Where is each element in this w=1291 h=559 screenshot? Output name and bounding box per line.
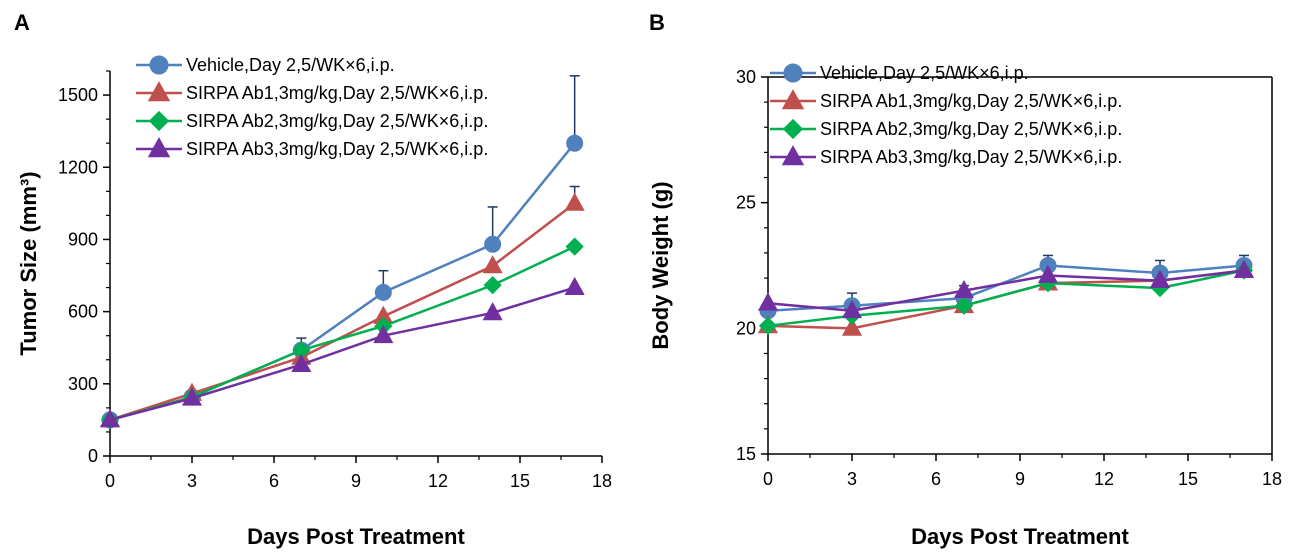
y-tick-label: 25 (736, 193, 756, 213)
data-point (373, 324, 394, 344)
x-tick-label: 15 (1178, 469, 1198, 489)
x-tick-label: 18 (592, 471, 612, 491)
data-point (482, 302, 503, 321)
data-point (1149, 269, 1171, 288)
x-axis-title: Days Post Treatment (911, 524, 1129, 549)
body-weight-chart: B Body Weight (g) Days Post Treatment 0 3… (648, 10, 1282, 549)
chart-panel-b: B Body Weight (g) Days Post Treatment 0 3… (640, 0, 1291, 559)
y-tick-label: 0 (88, 446, 98, 466)
legend-item: SIRPA Ab1,3mg/kg,Day 2,5/WK×6,i.p. (136, 81, 488, 103)
data-point (564, 192, 585, 211)
legend-marker (783, 63, 803, 83)
data-point (841, 300, 863, 319)
legend-marker (781, 89, 805, 110)
legend-marker (147, 137, 171, 158)
data-point (291, 353, 312, 372)
data-point (374, 283, 392, 301)
x-tick-label: 3 (187, 471, 197, 491)
x-tick-label: 15 (510, 471, 530, 491)
y-tick-label: 1500 (58, 85, 98, 105)
series-group (757, 259, 1255, 319)
legend-label: SIRPA Ab2,3mg/kg,Day 2,5/WK×6,i.p. (820, 119, 1122, 139)
data-point (181, 387, 203, 406)
data-point (1037, 264, 1059, 283)
legend-marker (148, 110, 170, 132)
x-tick-label: 0 (763, 469, 773, 489)
x-tick-label: 6 (931, 469, 941, 489)
legend-item: SIRPA Ab2,3mg/kg,Day 2,5/WK×6,i.p. (770, 118, 1122, 140)
series-line (109, 142, 576, 422)
series-line (767, 269, 1245, 328)
data-point (757, 292, 779, 311)
data-point (99, 409, 121, 428)
x-tick-label: 12 (1094, 469, 1114, 489)
x-axis-title: Days Post Treatment (247, 524, 465, 549)
x-tick-label: 3 (847, 469, 857, 489)
series-line (109, 286, 576, 422)
y-tick-label: 20 (736, 318, 756, 338)
y-tick-label: 30 (736, 67, 756, 87)
y-axis-title: Body Weight (g) (648, 181, 673, 349)
data-point (564, 276, 585, 295)
data-point (953, 279, 975, 299)
data-point (482, 255, 503, 274)
legend-item: SIRPA Ab1,3mg/kg,Day 2,5/WK×6,i.p. (770, 89, 1122, 111)
data-point (483, 276, 502, 295)
x-tick-label: 9 (351, 471, 361, 491)
chart-panel-a: A Tumor Size (mm³) Days Post Treatment 0… (0, 0, 640, 559)
data-point (1233, 259, 1255, 278)
legend-marker (782, 118, 804, 140)
legend-item: Vehicle,Day 2,5/WK×6,i.p. (770, 63, 1029, 83)
series-line (767, 269, 1245, 313)
panel-letter: B (649, 10, 665, 35)
data-point (758, 316, 778, 335)
data-point (566, 134, 584, 152)
x-tick-label: 6 (269, 471, 279, 491)
legend-item: SIRPA Ab3,3mg/kg,Day 2,5/WK×6,i.p. (136, 137, 488, 159)
series-group (758, 261, 1254, 335)
y-tick-label: 300 (68, 374, 98, 394)
y-tick-label: 15 (736, 444, 756, 464)
tumor-size-chart: A Tumor Size (mm³) Days Post Treatment 0… (14, 10, 612, 549)
y-tick-label: 900 (68, 229, 98, 249)
legend-label: SIRPA Ab3,3mg/kg,Day 2,5/WK×6,i.p. (820, 147, 1122, 167)
y-tick-label: 600 (68, 302, 98, 322)
legend-item: SIRPA Ab3,3mg/kg,Day 2,5/WK×6,i.p. (770, 145, 1122, 167)
x-tick-label: 18 (1262, 469, 1282, 489)
panel-letter: A (14, 10, 30, 35)
legend-label: SIRPA Ab3,3mg/kg,Day 2,5/WK×6,i.p. (186, 139, 488, 159)
legend-label: Vehicle,Day 2,5/WK×6,i.p. (820, 63, 1029, 83)
legend-marker (781, 145, 805, 166)
legend-item: SIRPA Ab2,3mg/kg,Day 2,5/WK×6,i.p. (136, 110, 488, 132)
series-line (109, 202, 576, 422)
legend-label: SIRPA Ab1,3mg/kg,Day 2,5/WK×6,i.p. (186, 83, 488, 103)
data-point (954, 296, 974, 315)
legend-marker (149, 55, 169, 75)
series-line (109, 245, 576, 422)
x-tick-label: 9 (1015, 469, 1025, 489)
data-point (484, 235, 502, 253)
legend-item: Vehicle,Day 2,5/WK×6,i.p. (136, 55, 395, 75)
legend-label: SIRPA Ab2,3mg/kg,Day 2,5/WK×6,i.p. (186, 111, 488, 131)
data-point (841, 317, 863, 336)
series-line (767, 264, 1245, 312)
data-point (565, 237, 584, 256)
y-tick-label: 1200 (58, 157, 98, 177)
x-tick-label: 12 (428, 471, 448, 491)
legend-label: Vehicle,Day 2,5/WK×6,i.p. (186, 55, 395, 75)
legend-marker (147, 81, 171, 102)
x-tick-label: 0 (105, 471, 115, 491)
legend-label: SIRPA Ab1,3mg/kg,Day 2,5/WK×6,i.p. (820, 91, 1122, 111)
series-group (99, 276, 585, 428)
y-axis-title: Tumor Size (mm³) (16, 171, 41, 355)
